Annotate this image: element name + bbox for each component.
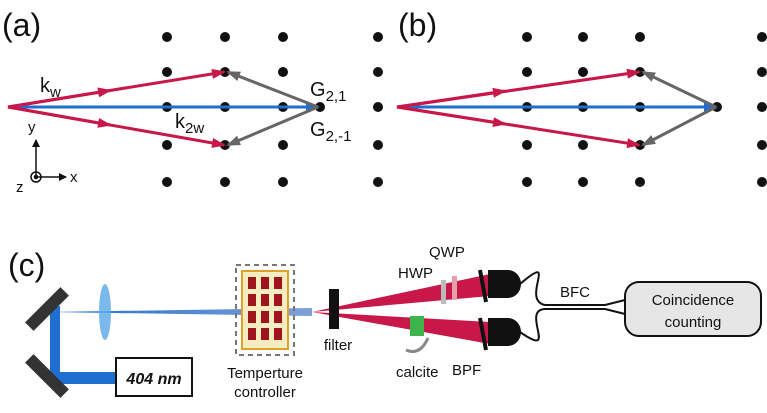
lattice-dot: [162, 177, 172, 187]
k-sub: 2w: [185, 120, 204, 137]
coincidence-label: Coincidence: [652, 292, 735, 309]
lattice-dot: [522, 177, 532, 187]
lattice-dot: [373, 67, 383, 77]
g-base: G: [310, 119, 326, 141]
lattice-dot: [373, 32, 383, 42]
bpf-label: BPF: [452, 362, 481, 379]
controller-label: controller: [234, 384, 296, 401]
lattice-dot: [757, 32, 767, 42]
laser-label: 404 nm: [125, 371, 181, 388]
figure: (a) kw k2w G2,1 G2,-1 y z x (b) (c): [0, 0, 767, 413]
arrows-a: [8, 72, 318, 145]
k-w: kw: [40, 75, 61, 101]
lattice-dot: [278, 140, 288, 150]
g-21: G2,1: [310, 79, 346, 105]
panel-label: (b): [398, 7, 437, 43]
lattice-dot: [578, 67, 588, 77]
lattice-dot: [162, 32, 172, 42]
lattice: [162, 32, 767, 187]
axis-z: z: [16, 179, 24, 196]
axes-icon: [31, 140, 66, 182]
panel-label: (c): [8, 247, 45, 283]
calcite-label: calcite: [396, 364, 439, 381]
axis-y: y: [28, 119, 36, 136]
g-sub: 2,-1: [326, 128, 352, 145]
lattice-dot: [373, 102, 383, 112]
lattice-dot: [635, 177, 645, 187]
lattice-dot: [635, 32, 645, 42]
axis-x: x: [70, 169, 78, 186]
bfc-label: BFC: [560, 284, 590, 301]
lattice-dot: [522, 140, 532, 150]
lattice-dot: [522, 67, 532, 77]
lattice-dot: [373, 140, 383, 150]
lattice-dot: [162, 140, 172, 150]
k-2w: k2w: [175, 111, 204, 137]
filter-label: filter: [324, 337, 352, 354]
lattice-dot: [757, 177, 767, 187]
arrows-b: [397, 72, 716, 145]
lattice-dot: [220, 177, 230, 187]
hwp-label: HWP: [398, 265, 433, 282]
lattice-dot: [162, 67, 172, 77]
lattice-dot: [278, 67, 288, 77]
lattice-dot: [757, 140, 767, 150]
k-sub: w: [49, 84, 61, 101]
lattice-dot: [373, 177, 383, 187]
g-sub: 2,1: [326, 88, 347, 105]
lattice-dot: [757, 67, 767, 77]
lattice-dot: [578, 140, 588, 150]
g-base: G: [310, 79, 326, 101]
lattice-dot: [522, 32, 532, 42]
lattice-dot: [578, 32, 588, 42]
lattice-dot: [278, 32, 288, 42]
coincidence-label: counting: [665, 314, 722, 331]
lattice-dot: [220, 32, 230, 42]
g-2m1: G2,-1: [310, 119, 351, 145]
controller-label: Temperture: [227, 365, 303, 382]
qwp-label: QWP: [429, 244, 465, 261]
lattice-dot: [278, 177, 288, 187]
lattice-dot: [757, 102, 767, 112]
lattice-dot: [578, 177, 588, 187]
panel-label: (a): [2, 7, 41, 43]
